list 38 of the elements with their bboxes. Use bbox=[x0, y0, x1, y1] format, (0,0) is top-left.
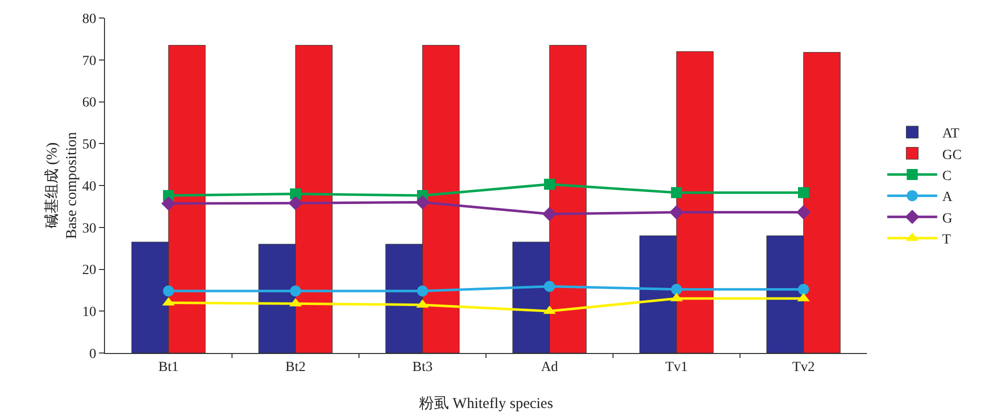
point bbox=[417, 286, 428, 297]
point bbox=[542, 206, 557, 222]
y-tick-label: 0 bbox=[89, 346, 96, 362]
legend-label: T bbox=[942, 232, 952, 248]
x-tick-label: Ad bbox=[540, 360, 558, 375]
y-tick-label: 20 bbox=[82, 263, 96, 278]
y-tick-label: 10 bbox=[82, 305, 96, 320]
legend-label: AT bbox=[942, 126, 960, 142]
y-tick-label: 70 bbox=[82, 54, 96, 69]
point bbox=[544, 178, 555, 190]
point bbox=[544, 280, 555, 292]
y-tick-label: 40 bbox=[82, 179, 96, 194]
y-tick-label: 60 bbox=[82, 96, 96, 111]
point bbox=[669, 205, 684, 220]
point bbox=[415, 195, 430, 210]
point bbox=[796, 205, 811, 220]
y-axis-title: 碱基组成 (%) Base composition bbox=[44, 131, 80, 240]
point bbox=[290, 286, 301, 297]
y-tick-label: 80 bbox=[82, 12, 96, 27]
legend-label: GC bbox=[942, 148, 962, 163]
x-tick-label: Bt2 bbox=[285, 360, 306, 375]
x-axis-title: 粉虱 Whitefly species bbox=[418, 395, 554, 412]
legend-label: G bbox=[942, 211, 952, 226]
y-tick-label: 30 bbox=[82, 221, 96, 236]
point bbox=[798, 187, 809, 198]
y-tick-label: 50 bbox=[82, 138, 96, 153]
x-tick-label: Tv1 bbox=[665, 360, 688, 375]
point bbox=[161, 196, 176, 211]
point bbox=[288, 196, 303, 210]
point bbox=[163, 286, 174, 297]
legend-label: A bbox=[942, 190, 954, 206]
point bbox=[798, 284, 809, 295]
x-tick-label: Bt1 bbox=[158, 360, 179, 375]
x-tick-label: Tv2 bbox=[792, 360, 815, 375]
legend-label: C bbox=[942, 168, 952, 184]
x-tick-label: Bt3 bbox=[412, 360, 433, 375]
point bbox=[671, 187, 682, 198]
point bbox=[671, 284, 682, 295]
